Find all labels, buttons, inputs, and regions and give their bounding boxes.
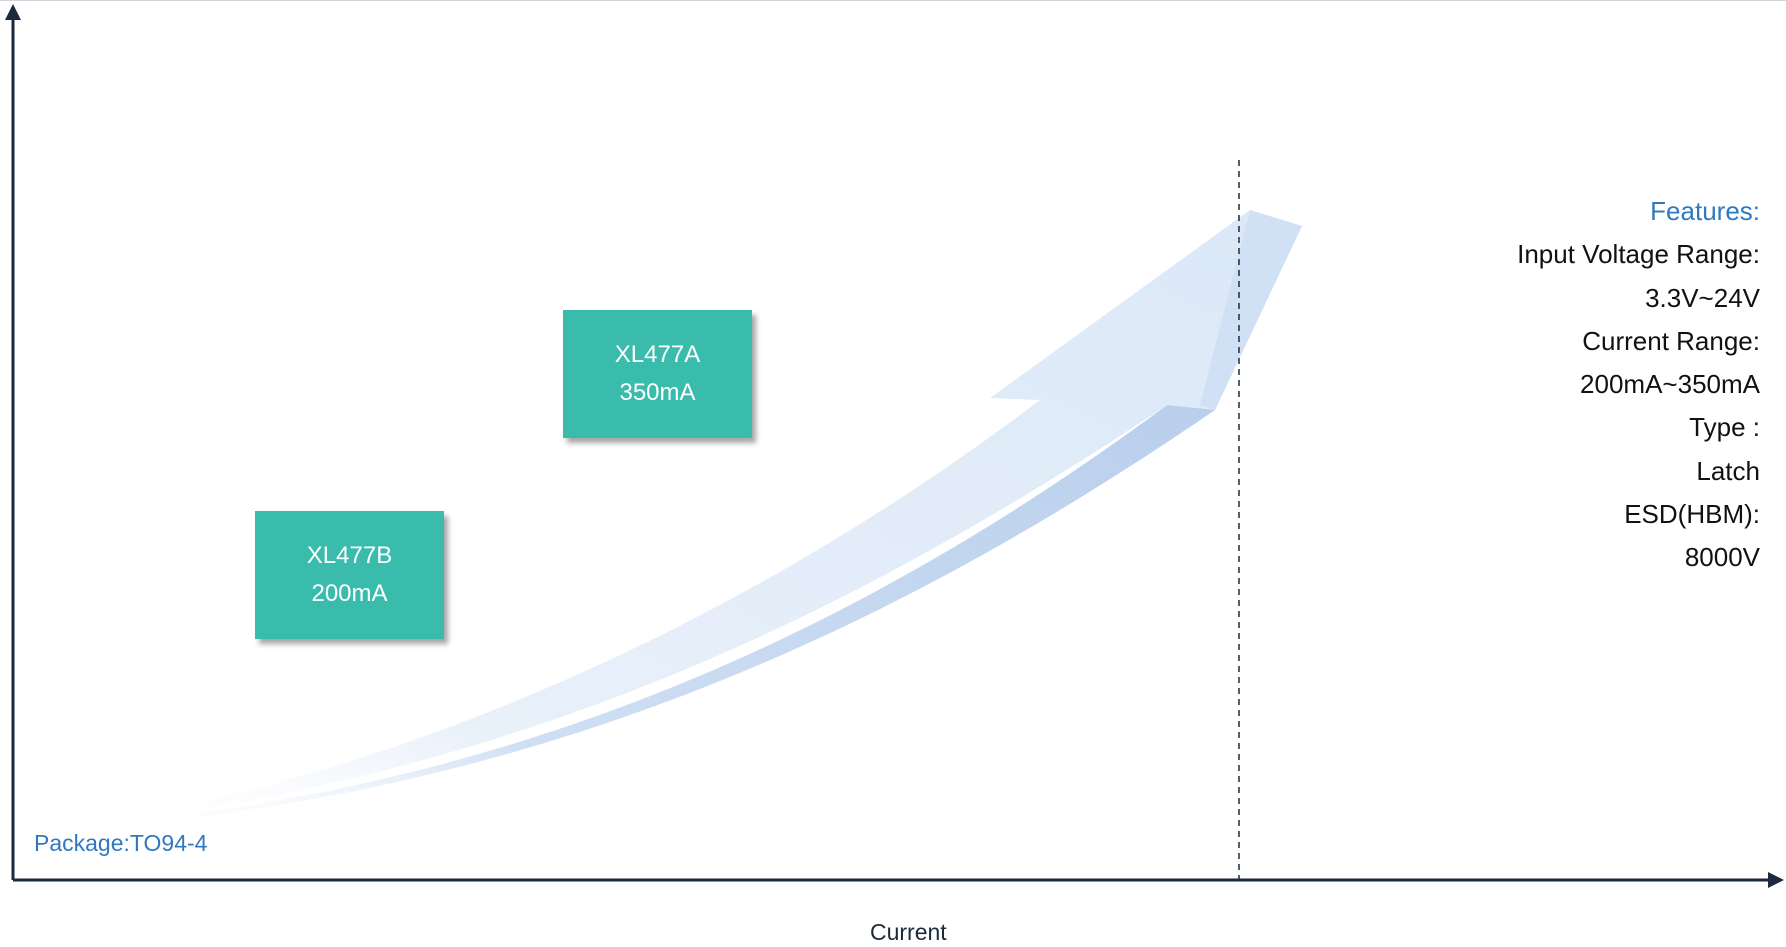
product-box-xl477b: XL477B 200mA: [255, 511, 444, 639]
product-name: XL477A: [614, 341, 701, 368]
product-current: 350mA: [619, 379, 696, 406]
product-current: 200mA: [311, 580, 388, 607]
feature-line: Input Voltage Range:: [1517, 239, 1760, 270]
product-box-xl477a: XL477A 350mA: [563, 310, 752, 438]
arrow-body: [60, 210, 1302, 828]
package-label: Package:TO94-4: [34, 830, 208, 856]
feature-line: Latch: [1696, 455, 1760, 486]
feature-line: 8000V: [1684, 542, 1760, 573]
feature-line: 3.3V~24V: [1645, 282, 1760, 313]
feature-line: Current Range:: [1582, 325, 1760, 356]
x-axis-arrowhead: [1768, 872, 1784, 888]
top-border: [0, 0, 1786, 1]
growth-arrow: [60, 210, 1302, 830]
feature-line: ESD(HBM):: [1624, 499, 1760, 530]
feature-line: Type :: [1689, 412, 1760, 443]
features-heading: Features:: [1650, 196, 1760, 226]
product-name: XL477B: [306, 542, 393, 569]
feature-line: 200mA~350mA: [1580, 369, 1760, 400]
x-axis-label: Current: [870, 919, 947, 945]
features-panel: Features: Input Voltage Range: 3.3V~24V …: [1517, 190, 1760, 580]
arrow-head-face: [1200, 210, 1302, 410]
y-axis-arrowhead: [5, 4, 21, 20]
